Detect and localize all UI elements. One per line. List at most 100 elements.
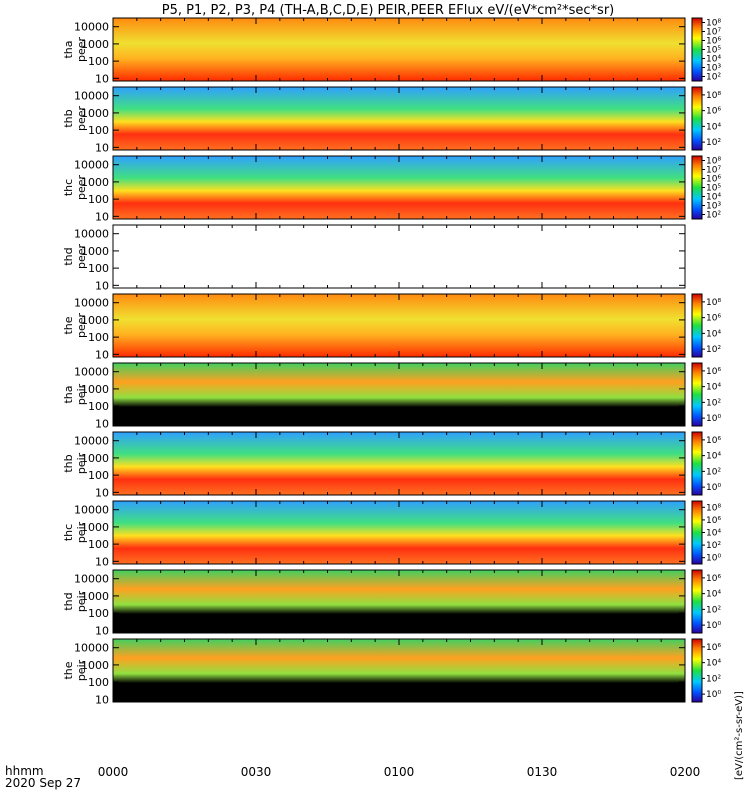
spectrogram-area	[112, 155, 686, 220]
colorbar-tick-label: 10²	[706, 345, 721, 355]
time-tick-0000: 0000	[98, 765, 129, 779]
spectrogram-area	[112, 362, 686, 427]
y-tick-label: 1000	[81, 314, 109, 327]
y-tick-label: 100	[88, 124, 109, 137]
y-tick-label: 10	[95, 486, 109, 499]
y-tick-label: 10000	[74, 435, 109, 448]
y-tick-label: 1000	[81, 176, 109, 189]
figure-title: P5, P1, P2, P3, P4 (TH-A,B,C,D,E) PEIR,P…	[162, 3, 615, 18]
y-tick-label: 100	[88, 538, 109, 551]
colorbar-tick-label: 10²	[706, 138, 721, 148]
colorbar-tick-label: 10⁶	[706, 107, 721, 117]
panel-ylabel-line: peer	[75, 313, 88, 339]
panel-the-peer: 10 100 1000 10000 the peer 10² 10⁴ 10⁶ 10⁸	[62, 293, 721, 361]
spectrogram-area	[112, 500, 686, 565]
panel-ylabel-line: peir	[75, 659, 88, 681]
panel-thb-peir: 10 100 1000 10000 thb peir 10⁰ 10² 10⁴ 10⁶	[62, 431, 721, 499]
panel-thc-peir: 10 100 1000 10000 thc peir 10⁰ 10² 10⁴ 10⁶ 10⁸	[62, 500, 721, 568]
colorbar-tick-label: 10⁴	[706, 529, 721, 539]
colorbar-tick-label: 10⁷	[706, 28, 721, 38]
colorbar-tick-label: 10⁴	[706, 122, 721, 132]
colorbar	[691, 17, 703, 82]
y-tick-label: 10	[95, 141, 109, 154]
time-axis-label-hhmm: hhmm	[5, 764, 44, 778]
y-tick-label: 100	[88, 469, 109, 482]
panel-ylabel-line: the	[62, 316, 75, 334]
panel-tha-peir: 10 100 1000 10000 tha peir 10⁰ 10² 10⁴ 10⁶	[62, 362, 721, 430]
y-tick-label: 100	[88, 676, 109, 689]
y-tick-label: 1000	[81, 452, 109, 465]
y-tick-label: 10000	[74, 642, 109, 655]
colorbar-tick-label: 10⁸	[706, 157, 721, 167]
spectrogram-area	[112, 638, 686, 703]
colorbar-tick-label: 10³	[706, 64, 721, 74]
panel-ylabel-line: thc	[62, 179, 75, 196]
y-tick-label: 1000	[81, 383, 109, 396]
panel-ylabel-line: peir	[75, 383, 88, 405]
y-tick-label: 100	[88, 400, 109, 413]
colorbar	[691, 500, 703, 565]
colorbar	[691, 155, 703, 220]
colorbar	[691, 86, 703, 151]
y-tick-label: 10000	[74, 573, 109, 586]
colorbar-tick-label: 10⁸	[706, 91, 721, 101]
colorbar-tick-label: 10⁵	[706, 46, 721, 56]
panel-thb-peer: 10 100 1000 10000 thb peer 10² 10⁴ 10⁶ 10⁸	[62, 86, 721, 154]
colorbar	[691, 431, 703, 496]
panel-ylabel-line: thb	[62, 109, 75, 127]
y-tick-label: 1000	[81, 107, 109, 120]
spectrogram-area	[112, 17, 686, 82]
colorbar-tick-label: 10⁰	[706, 690, 721, 700]
panel-the-peir: 10 100 1000 10000 the peir 10⁰ 10² 10⁴ 10⁶	[62, 638, 721, 706]
colorbar-tick-label: 10⁰	[706, 621, 721, 631]
colorbar-tick-label: 10⁴	[706, 329, 721, 339]
y-tick-label: 10	[95, 348, 109, 361]
colorbar-tick-label: 10²	[706, 674, 721, 684]
y-tick-label: 10	[95, 555, 109, 568]
colorbar-tick-label: 10⁴	[706, 452, 721, 462]
colorbar	[691, 638, 703, 703]
panel-ylabel-line: peer	[75, 37, 88, 63]
panel-ylabel-line: thd	[62, 247, 75, 265]
panel-ylabel-line: thc	[62, 524, 75, 541]
colorbar-tick-label: 10²	[706, 211, 721, 221]
time-tick-0100: 0100	[384, 765, 415, 779]
y-tick-label: 10000	[74, 297, 109, 310]
panel-ylabel-line: peir	[75, 452, 88, 474]
panel-ylabel-line: tha	[62, 385, 75, 403]
spectrogram-area	[112, 224, 686, 289]
colorbar-tick-label: 10⁸	[706, 503, 721, 513]
spectrogram-area	[112, 293, 686, 358]
colorbar-tick-label: 10⁴	[706, 659, 721, 669]
time-tick-0030: 0030	[241, 765, 272, 779]
panel-ylabel-line: peer	[75, 244, 88, 270]
y-tick-label: 10000	[74, 228, 109, 241]
y-tick-label: 10000	[74, 366, 109, 379]
panel-ylabel-line: peir	[75, 521, 88, 543]
colorbar-tick-label: 10⁴	[706, 193, 721, 203]
colorbar	[691, 569, 703, 634]
panel-ylabel-line: peer	[75, 106, 88, 132]
y-tick-label: 10	[95, 210, 109, 223]
colorbar-tick-label: 10⁰	[706, 483, 721, 493]
y-tick-label: 1000	[81, 38, 109, 51]
colorbar-tick-label: 10⁸	[706, 19, 721, 29]
colorbar-tick-label: 10⁶	[706, 367, 721, 377]
y-tick-label: 100	[88, 607, 109, 620]
colorbar-tick-label: 10⁶	[706, 175, 721, 185]
spectrogram-area	[112, 86, 686, 151]
colorbar-tick-label: 10⁰	[706, 414, 721, 424]
colorbar-tick-label: 10⁷	[706, 166, 721, 176]
panel-thc-peer: 10 100 1000 10000 thc peer 10²10³10⁴10⁵10⁶10⁷1…	[62, 155, 721, 223]
panel-thd-peer: 10 100 1000 10000 thd peer	[62, 224, 686, 292]
colorbar-tick-label: 10⁶	[706, 436, 721, 446]
y-tick-label: 1000	[81, 245, 109, 258]
y-tick-label: 1000	[81, 590, 109, 603]
panel-ylabel-line: peer	[75, 175, 88, 201]
colorbar-tick-label: 10²	[706, 398, 721, 408]
spectrogram-area	[112, 569, 686, 634]
time-tick-0130: 0130	[527, 765, 558, 779]
colorbar	[691, 362, 703, 427]
colorbar-tick-label: 10²	[706, 467, 721, 477]
